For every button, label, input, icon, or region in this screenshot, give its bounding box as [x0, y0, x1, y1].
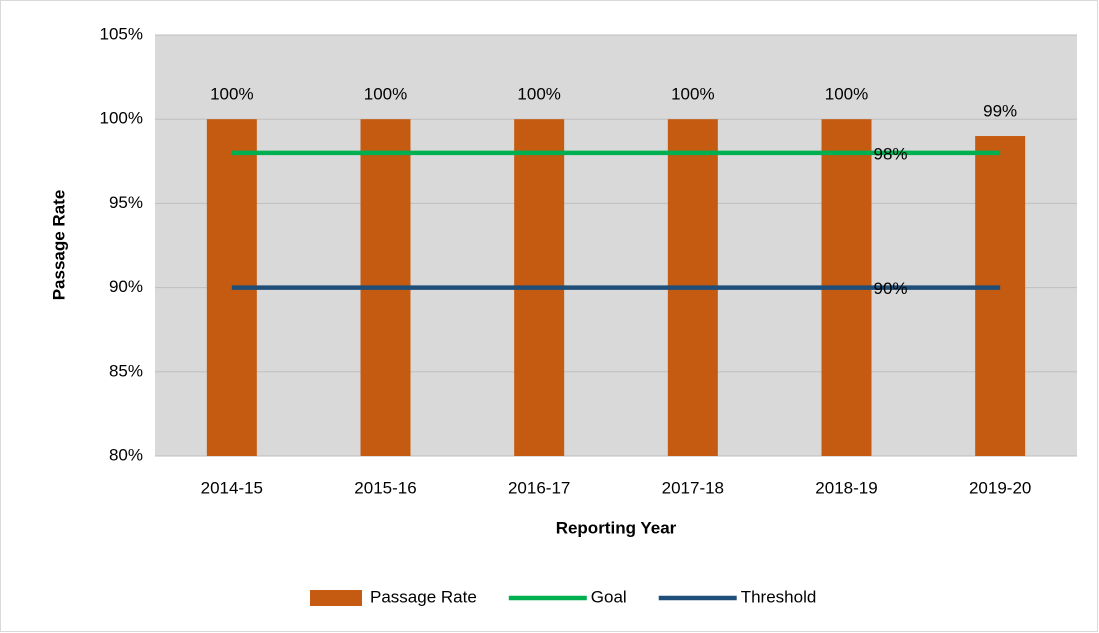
bar [975, 136, 1026, 457]
legend-label: Goal [591, 587, 627, 606]
x-tick-label: 2014-15 [201, 478, 263, 497]
y-tick-label: 80% [109, 445, 143, 464]
data-label: 100% [210, 85, 253, 104]
y-tick-label: 95% [109, 193, 143, 212]
data-label: 100% [364, 85, 407, 104]
data-label: 99% [983, 102, 1017, 121]
y-tick-label: 100% [100, 109, 143, 128]
x-axis-title: Reporting Year [556, 518, 677, 537]
y-tick-label: 105% [100, 24, 143, 43]
legend-label: Threshold [741, 587, 817, 606]
x-tick-label: 2019-20 [969, 478, 1031, 497]
x-tick-label: 2017-18 [662, 478, 724, 497]
y-tick-label: 90% [109, 277, 143, 296]
x-tick-label: 2015-16 [354, 478, 416, 497]
data-label: 100% [671, 85, 714, 104]
data-label: 100% [517, 85, 560, 104]
legend-label: Passage Rate [370, 587, 477, 606]
data-label: 98% [873, 144, 907, 163]
data-label: 100% [825, 85, 868, 104]
plot-area [155, 35, 1077, 456]
x-tick-label: 2016-17 [508, 478, 570, 497]
legend-swatch [310, 590, 362, 606]
x-tick-label: 2018-19 [815, 478, 877, 497]
data-label: 90% [873, 279, 907, 298]
y-axis-title: Passage Rate [49, 190, 68, 301]
y-tick-label: 85% [109, 361, 143, 380]
